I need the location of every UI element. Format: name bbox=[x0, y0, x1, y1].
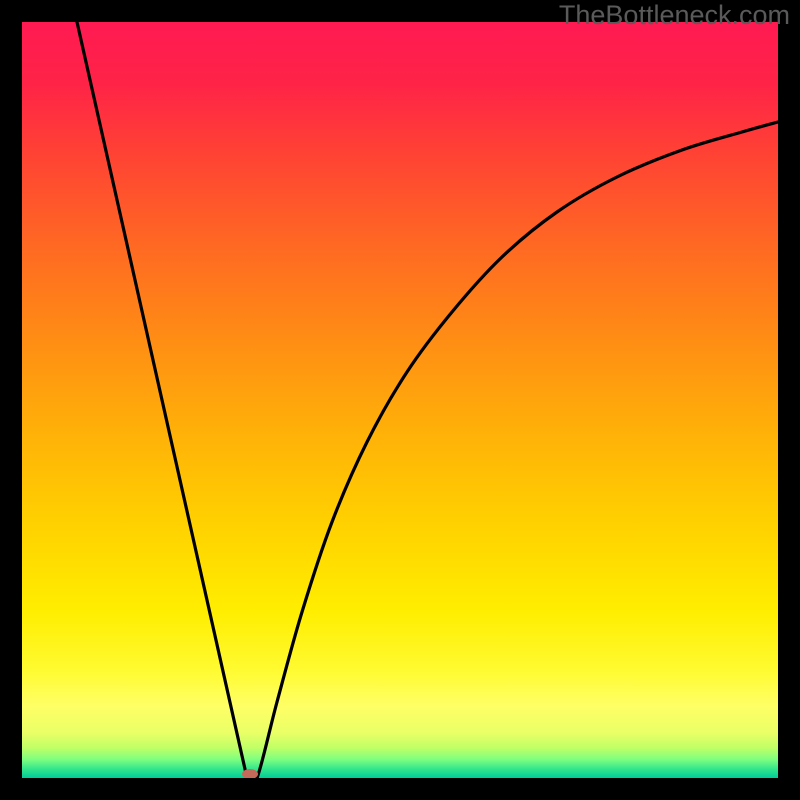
chart-frame: TheBottleneck.com bbox=[0, 0, 800, 800]
watermark-text: TheBottleneck.com bbox=[559, 0, 790, 31]
curve-left-arm bbox=[77, 22, 247, 778]
frame-border-right bbox=[778, 0, 800, 800]
plot-svg bbox=[22, 22, 778, 778]
frame-border-bottom bbox=[0, 778, 800, 800]
curve-right-arm bbox=[247, 122, 778, 778]
plot-area bbox=[22, 22, 778, 778]
frame-border-left bbox=[0, 0, 22, 800]
